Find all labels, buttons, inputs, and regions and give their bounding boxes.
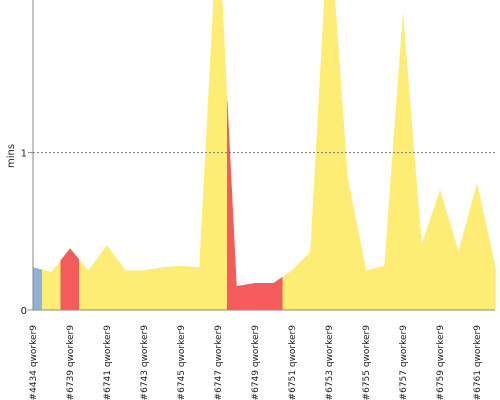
x-tick-label: #6741 qworker9 [103, 325, 113, 400]
y-tick-label: 0 [21, 306, 27, 317]
area-segment [356, 224, 376, 310]
y-axis-label: mins [6, 144, 17, 168]
area-segment [393, 14, 413, 310]
x-tick-label: #6749 qworker9 [251, 325, 261, 400]
area-segment [97, 245, 117, 310]
area-segment [375, 140, 394, 310]
area-segment [486, 225, 496, 310]
area-segment [430, 189, 450, 310]
area-segment [412, 129, 431, 310]
x-tick-label: #6753 qworker9 [325, 325, 335, 400]
area-segment [227, 101, 246, 310]
area-segment [264, 276, 283, 310]
area-segment [338, 47, 357, 310]
area-segment [116, 257, 135, 310]
area-segment [153, 266, 172, 310]
area-segment [449, 217, 468, 310]
area-segment [60, 248, 80, 310]
area-segment [319, 0, 339, 310]
area-segment [33, 267, 43, 310]
x-tick-label: #4434 qworker9 [29, 325, 39, 400]
area-segment [282, 260, 302, 310]
x-tick-label: #6757 qworker9 [399, 325, 409, 400]
x-tick-label: #6739 qworker9 [66, 325, 76, 400]
area-segment [467, 184, 487, 310]
area-segment [171, 265, 191, 310]
area-segment [42, 259, 61, 310]
area-segment [134, 268, 154, 310]
x-tick-label: #6759 qworker9 [436, 325, 446, 400]
area-segment [245, 282, 265, 310]
y-tick-label: 1 [21, 149, 27, 160]
area-segment [79, 257, 98, 310]
x-tick-label: #6755 qworker9 [362, 325, 372, 400]
x-tick-label: #6743 qworker9 [140, 325, 150, 400]
x-tick-label: #6751 qworker9 [288, 325, 298, 400]
area-segment [301, 84, 320, 310]
area-segment [208, 0, 228, 310]
x-tick-label: #6747 qworker9 [214, 325, 224, 400]
plot-area [33, 0, 496, 310]
area-segment [190, 92, 209, 310]
x-tick-label: #6745 qworker9 [177, 325, 187, 400]
x-tick-label: #6761 qworker9 [473, 325, 483, 400]
